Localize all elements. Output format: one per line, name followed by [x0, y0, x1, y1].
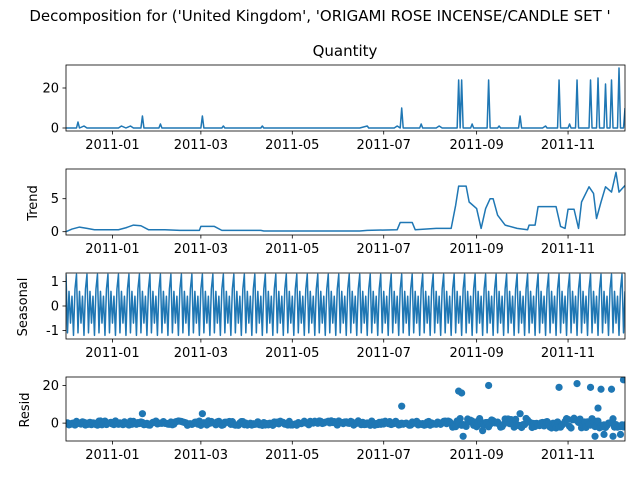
quantity-panel: 0 20 2011-01 2011-03 2011-05 2011-07 2011-09 20…: [42, 64, 626, 153]
x-tick-label: 2011-07: [357, 448, 411, 463]
resid-point: [473, 423, 481, 431]
trend-panel: 0 5 2011-01 2011-03 2011-05 2011-07 2011-09 201…: [51, 168, 626, 257]
resid-outlier: [591, 432, 599, 440]
resid-outlier: [198, 410, 206, 418]
resid-point: [567, 424, 575, 432]
x-tick-label: 2011-11: [541, 138, 595, 153]
x-tick-label: 2011-01: [85, 346, 139, 361]
axes-frame: [65, 64, 626, 132]
figure-suptitle: Decomposition for ('United Kingdom', 'OR…: [29, 7, 610, 25]
resid-outlier: [573, 379, 581, 388]
x-tick-label: 2011-11: [541, 448, 595, 463]
y-tick-label: 0: [51, 417, 59, 432]
x-tick-label: 2011-07: [357, 138, 411, 153]
axes-frame: [65, 376, 626, 442]
x-tick-label: 2011-05: [265, 138, 319, 153]
resid-outlier: [479, 427, 487, 435]
x-tick-label: 2011-01: [85, 138, 139, 153]
panel-1-title: Quantity: [313, 42, 378, 60]
resid-outlier: [555, 383, 563, 391]
resid-outlier: [597, 385, 605, 393]
seasonal-line: [66, 273, 625, 337]
y-tick-label: -1: [46, 324, 59, 339]
y-tick-label: 0: [51, 122, 59, 137]
x-tick-label: 2011-01: [85, 242, 139, 257]
resid-outlier: [485, 381, 493, 390]
series-line: [66, 67, 625, 129]
resid-outlier: [586, 383, 595, 391]
resid-point: [609, 415, 617, 423]
resid-outlier: [516, 410, 524, 418]
resid-outlier: [459, 432, 467, 440]
y-tick-label: 0: [51, 225, 59, 240]
resid-point: [621, 421, 625, 429]
plot-area: [66, 171, 625, 233]
x-tick-label: 2011-09: [449, 242, 503, 257]
y-tick-label: 5: [51, 192, 59, 207]
resid-outlier: [458, 389, 466, 397]
seasonal-ylabel: Seasonal: [16, 278, 31, 337]
resid-outlier: [616, 430, 625, 439]
x-tick-label: 2011-07: [357, 346, 411, 361]
x-tick-label: 2011-03: [174, 448, 228, 463]
resid-outlier: [607, 385, 616, 393]
x-tick-label: 2011-01: [85, 448, 139, 463]
x-tick-label: 2011-05: [265, 448, 319, 463]
x-tick-label: 2011-05: [265, 242, 319, 257]
plot-area: [66, 377, 625, 440]
x-tick-label: 2011-03: [174, 138, 228, 153]
x-tick-label: 2011-09: [449, 346, 503, 361]
series-line: [66, 171, 625, 233]
plot-area: [66, 273, 625, 337]
trend-ylabel: Trend: [26, 185, 41, 222]
seasonal-panel: -1 0 1 2011-01 2011-03 2011-05 2011-07 2011-09 2…: [46, 272, 626, 361]
y-tick-label: 0: [51, 300, 59, 315]
resid-ylabel: Resid: [18, 392, 33, 427]
resid-outlier: [619, 377, 625, 384]
resid-outlier: [609, 432, 617, 440]
resid-outlier: [600, 430, 608, 439]
x-tick-label: 2011-05: [265, 346, 319, 361]
x-tick-label: 2011-03: [174, 242, 228, 257]
axes-frame: [65, 168, 626, 236]
x-tick-label: 2011-11: [541, 346, 595, 361]
x-tick-label: 2011-09: [449, 448, 503, 463]
plot-area: [66, 67, 625, 129]
x-tick-label: 2011-11: [541, 242, 595, 257]
x-tick-label: 2011-09: [449, 138, 503, 153]
y-tick-label: 20: [42, 82, 59, 97]
resid-outlier: [398, 402, 406, 410]
x-tick-label: 2011-03: [174, 346, 228, 361]
y-tick-label: 20: [42, 379, 59, 394]
resid-outlier: [138, 410, 147, 418]
resid-panel: 0 20 2011-01 2011-03 2011-05 2011-07 2011-09 20…: [42, 376, 626, 463]
y-tick-label: 1: [51, 275, 59, 290]
resid-point: [456, 414, 464, 423]
x-tick-label: 2011-07: [357, 242, 411, 257]
resid-outlier: [594, 404, 602, 412]
